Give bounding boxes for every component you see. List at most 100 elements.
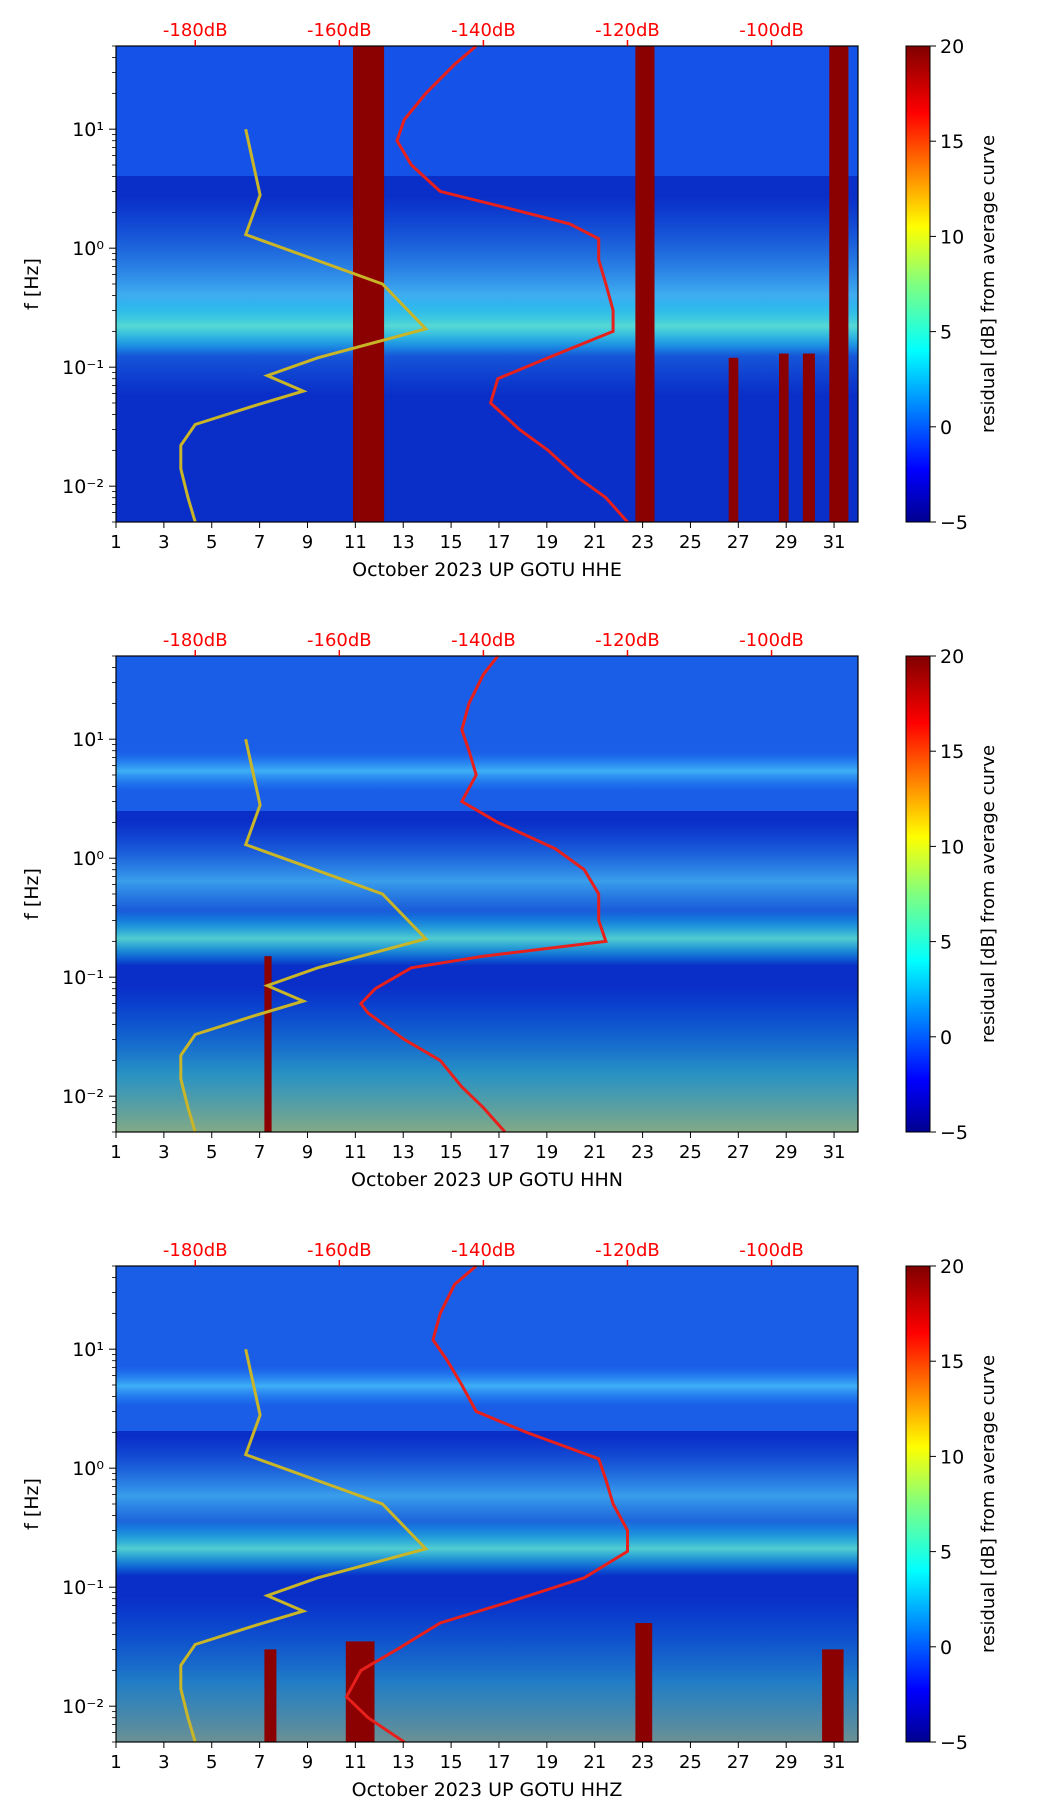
x-tick-label: 25 — [679, 1752, 702, 1773]
panel-hhe: 1 3 5 7 9 11 13 15 17 19 21 23 25 27 29 31 10⁻²10⁻¹10⁰1… — [21, 20, 999, 581]
colorbar-tick-label: 10 — [940, 1446, 964, 1468]
energy-block-0 — [264, 956, 272, 1132]
high-energy-blocks — [264, 1623, 844, 1742]
colorbar-gradient — [905, 45, 931, 523]
secondary-microseism-peak — [116, 1521, 858, 1576]
y-tick-label: 10⁰ — [72, 1458, 104, 1480]
panel-hhz: 1 3 5 7 9 11 13 15 17 19 21 23 25 27 29 31 10⁻²10⁻¹10⁰1… — [21, 1240, 999, 1801]
top-tick-label: -160dB — [307, 1240, 372, 1261]
red-average-curve — [344, 1264, 629, 1744]
x-tick-label: 5 — [206, 1752, 217, 1773]
yellow-reference-curve — [179, 1348, 429, 1743]
y-tick-label: 10⁻¹ — [62, 357, 104, 379]
energy-block-2 — [829, 46, 849, 522]
x-tick-label: 15 — [440, 1142, 463, 1163]
energy-block-1 — [264, 1649, 277, 1742]
secondary-microseism-peak — [116, 296, 858, 356]
top-tick-label: -180dB — [163, 1240, 228, 1261]
y-tick-label: 10⁻¹ — [62, 967, 104, 989]
top-tick-label: -180dB — [163, 20, 228, 41]
yellow-reference-curve — [179, 738, 429, 1133]
colorbar-tick-label: 20 — [940, 646, 964, 668]
curves — [179, 1264, 629, 1744]
x-tick-label: 13 — [392, 1752, 415, 1773]
colorbar-tick-label: −5 — [940, 512, 968, 534]
colorbar-label: residual [dB] from average curve — [978, 1355, 999, 1653]
colorbar-tick-label: 0 — [940, 417, 952, 439]
x-tick-label: 21 — [583, 1752, 606, 1773]
panel-hhn: 1 3 5 7 9 11 13 15 17 19 21 23 25 27 29 31 10⁻²10⁻¹10⁰1… — [21, 630, 999, 1191]
colorbar-label: residual [dB] from average curve — [978, 135, 999, 433]
colorbar-tick-label: 5 — [940, 932, 952, 954]
colorbar-tick-label: 0 — [940, 1027, 952, 1049]
red-average-curve — [358, 655, 608, 1133]
upper-frequency-noise — [116, 46, 858, 176]
energy-block-1 — [635, 46, 655, 522]
x-tick-label: 17 — [488, 1752, 511, 1773]
x-tick-label: 25 — [679, 532, 702, 553]
colorbar-tick-label: −5 — [940, 1122, 968, 1144]
top-tick-label: -120dB — [595, 1240, 660, 1261]
top-tick-label: -140dB — [451, 20, 516, 41]
x-tick-label: 1 — [110, 532, 121, 553]
colorbar-tick-label: 5 — [940, 322, 952, 344]
x-tick-label: 31 — [823, 1752, 846, 1773]
energy-block-4 — [779, 353, 789, 522]
x-tick-label: 7 — [254, 1142, 265, 1163]
y-tick-label: 10⁰ — [72, 848, 104, 870]
top-tick-label: -160dB — [307, 630, 372, 651]
colorbar-tick-label: 15 — [940, 741, 964, 763]
x-tick-label: 21 — [583, 1142, 606, 1163]
top-tick-label: -100dB — [739, 1240, 804, 1261]
x-tick-label: 1 — [110, 1142, 121, 1163]
x-tick-label: 7 — [254, 1752, 265, 1773]
y-tick-label: 10⁰ — [72, 238, 104, 260]
x-tick-label: 17 — [488, 532, 511, 553]
y-tick-label: 10⁻² — [62, 1086, 104, 1108]
colorbar-ticks: −5 0 5 10 15 20 — [930, 36, 968, 534]
curves — [179, 44, 629, 523]
x-axis-label: October 2023 UP GOTU HHN — [351, 1169, 623, 1191]
x-tick-label: 3 — [158, 1752, 169, 1773]
x-tick-label: 27 — [727, 1752, 750, 1773]
colorbar-tick-label: 20 — [940, 36, 964, 58]
low-frequency-band — [116, 986, 858, 1132]
x-tick-label: 7 — [254, 532, 265, 553]
low-frequency-band — [116, 1596, 858, 1742]
x-tick-label: 5 — [206, 1142, 217, 1163]
colorbar-gradient — [905, 1265, 931, 1743]
top-tick-label: -140dB — [451, 630, 516, 651]
colorbar-gradient — [905, 655, 931, 1133]
x-tick-label: 11 — [344, 1142, 367, 1163]
colorbar-tick-label: 0 — [940, 1637, 952, 1659]
secondary-microseism-peak — [116, 911, 858, 966]
spectrogram-area — [116, 656, 858, 1132]
y-axis-label: f [Hz] — [21, 1478, 43, 1530]
x-tick-label: 21 — [583, 532, 606, 553]
colorbar: −5 0 5 10 15 20 residual [dB] from average cu… — [905, 646, 999, 1144]
x-tick-label: 29 — [775, 532, 798, 553]
colorbar: −5 0 5 10 15 20 residual [dB] from average cu… — [905, 1256, 999, 1754]
y-tick-label: 10¹ — [72, 1339, 104, 1361]
x-tick-label: 3 — [158, 1142, 169, 1163]
x-tick-label: 9 — [302, 532, 313, 553]
x-axis-label: October 2023 UP GOTU HHE — [352, 559, 622, 581]
energy-block-3 — [822, 1649, 844, 1742]
y-axis: 10⁻² 10⁻¹ 10⁰ 10¹ — [62, 1265, 116, 1743]
x-tick-label: 23 — [631, 1142, 654, 1163]
x-tick-label: 11 — [344, 532, 367, 553]
energy-block-5 — [802, 353, 815, 522]
yellow-reference-curve — [179, 128, 429, 523]
top-tick-label: -120dB — [595, 630, 660, 651]
x-tick-label: 9 — [302, 1142, 313, 1163]
y-axis-label: f [Hz] — [21, 258, 43, 310]
y-tick-label: 10¹ — [72, 729, 104, 751]
x-tick-label: 23 — [631, 532, 654, 553]
spectrogram-area — [116, 46, 858, 522]
x-tick-label: 17 — [488, 1142, 511, 1163]
top-tick-label: -120dB — [595, 20, 660, 41]
spectrogram-area — [116, 1266, 858, 1742]
colorbar: −5 0 5 10 15 20 residual [dB] from average cu… — [905, 36, 999, 534]
y-tick-label: 10⁻¹ — [62, 1577, 104, 1599]
y-axis-label: f [Hz] — [21, 868, 43, 920]
